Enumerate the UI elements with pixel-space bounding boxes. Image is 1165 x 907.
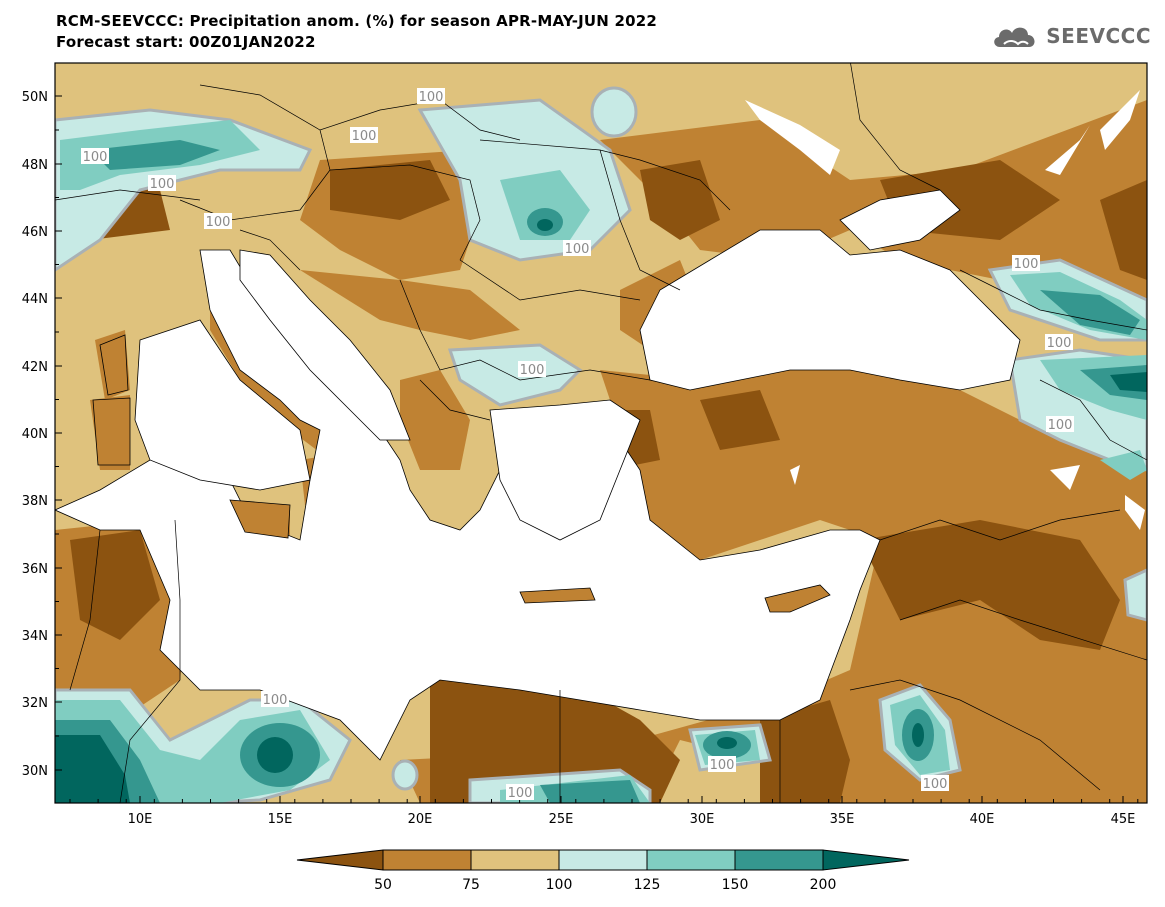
contour-label-bg <box>1046 416 1074 432</box>
forecast-start-label: Forecast start: 00Z01JAN2022 <box>56 33 316 51</box>
sea-areas <box>55 189 1021 761</box>
colorbar-tick-label: 150 <box>722 877 749 893</box>
islands <box>92 334 831 613</box>
seevccc-logo: SEEVCCC <box>990 22 1151 50</box>
lat-tick-label: 36N <box>22 562 48 577</box>
contour-label: 100 <box>150 177 175 192</box>
contour-label-bg <box>708 756 736 772</box>
latitude-axis: 50N 48N 46N 44N 42N 40N 38N 36N 34N 32N 30N <box>22 90 62 779</box>
colorbar-segment <box>646 849 736 871</box>
colorbar-tick-label: 50 <box>374 877 392 893</box>
lon-tick-label: 20E <box>408 812 433 827</box>
lat-tick-label: 32N <box>22 696 48 711</box>
lon-tick-label: 15E <box>268 812 293 827</box>
country-borders <box>55 63 1147 803</box>
contour-label-bg <box>1012 255 1040 271</box>
contour-label: 100 <box>565 242 590 257</box>
lon-tick-label: 30E <box>690 812 715 827</box>
colorbar-segment <box>734 849 824 871</box>
contour-label: 100 <box>352 129 377 144</box>
lat-tick-label: 38N <box>22 494 48 509</box>
contour-label: 100 <box>508 786 533 801</box>
contour-label-bg <box>204 213 232 229</box>
map-title: RCM-SEEVCCC: Precipitation anom. (%) for… <box>56 12 658 30</box>
colorbar-tick-label: 100 <box>546 877 573 893</box>
contour-label-bg <box>506 784 534 800</box>
lat-tick-label: 48N <box>22 158 48 173</box>
colorbar-tick-label: 75 <box>462 877 480 893</box>
contour-label-bg <box>563 240 591 256</box>
longitude-axis: 10E 15E 20E 25E 30E 35E 40E 45E <box>69 796 1139 827</box>
anomaly-band-above-200 <box>55 219 1147 803</box>
contour-labels: 100 100 100 100 100 100 100 100 100 100 100 100 100 1… <box>81 88 1074 801</box>
colorbar-tick-label: 200 <box>810 877 837 893</box>
lat-tick-label: 50N <box>22 90 48 105</box>
logo-text: SEEVCCC <box>1046 24 1151 48</box>
anomaly-band-below-50 <box>60 160 1147 803</box>
contour-label: 100 <box>923 777 948 792</box>
colorbar-segment <box>470 849 560 871</box>
contour-label-bg <box>148 175 176 191</box>
contour-label: 100 <box>83 150 108 165</box>
map-field <box>55 63 1147 803</box>
colorbar-segment <box>558 849 648 871</box>
colorbar-lower-extension <box>296 849 384 871</box>
contour-label-bg <box>261 691 289 707</box>
lat-tick-label: 40N <box>22 427 48 442</box>
colorbar-tick-label: 125 <box>634 877 661 893</box>
cloud-logo-icon <box>994 27 1035 47</box>
lat-tick-label: 46N <box>22 225 48 240</box>
lon-tick-label: 35E <box>830 812 855 827</box>
lat-tick-label: 42N <box>22 360 48 375</box>
contour-label-bg <box>518 361 546 377</box>
lat-tick-label: 44N <box>22 292 48 307</box>
contour-label: 100 <box>710 758 735 773</box>
contour-label: 100 <box>1048 418 1073 433</box>
contour-label-bg <box>1045 334 1073 350</box>
contour-label: 100 <box>263 693 288 708</box>
contour-label-bg <box>350 127 378 143</box>
no-data-patches <box>745 90 1145 530</box>
contour-label-bg <box>417 88 445 104</box>
lon-tick-label: 10E <box>128 812 153 827</box>
contour-label: 100 <box>206 215 231 230</box>
contour-label: 100 <box>419 90 444 105</box>
contour-label-bg <box>921 775 949 791</box>
lon-tick-label: 40E <box>970 812 995 827</box>
lon-tick-label: 45E <box>1111 812 1136 827</box>
colorbar-upper-extension <box>822 849 910 871</box>
lat-tick-label: 30N <box>22 764 48 779</box>
lon-tick-label: 25E <box>549 812 574 827</box>
colorbar-segment <box>382 849 472 871</box>
lat-tick-label: 34N <box>22 629 48 644</box>
contour-label: 100 <box>520 363 545 378</box>
contour-label: 100 <box>1047 336 1072 351</box>
contour-label-bg <box>81 148 109 164</box>
contour-label: 100 <box>1014 257 1039 272</box>
colorbar: 50 75 100 125 150 200 <box>296 849 910 893</box>
